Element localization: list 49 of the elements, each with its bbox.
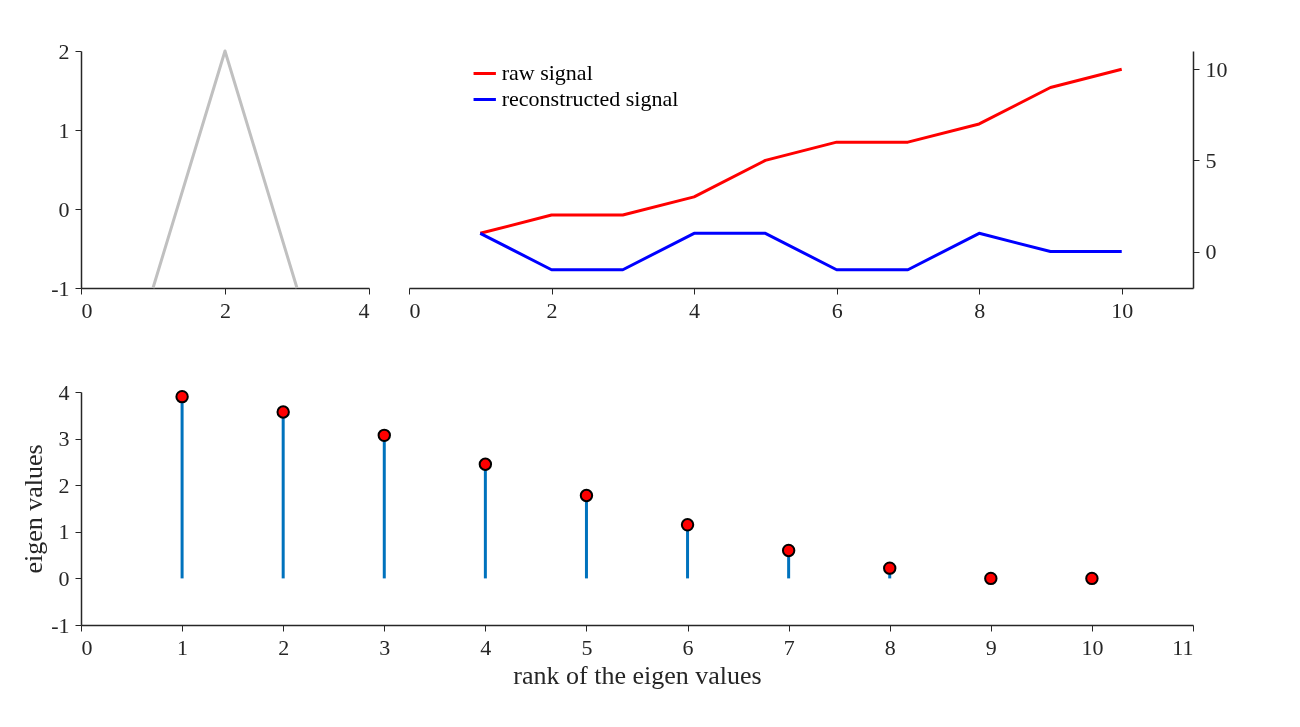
y-tick-label: 2 [58, 472, 70, 498]
x-tick-label: 5 [581, 634, 593, 660]
y-tick-label: 2 [58, 38, 70, 64]
x-tick-label: 4 [689, 297, 701, 323]
line-series [478, 67, 1124, 235]
point [781, 543, 796, 558]
legend-label: raw signal [501, 60, 593, 86]
x-tick-label: 0 [81, 297, 93, 323]
x-tick-label: 6 [682, 634, 694, 660]
x-tick-label: 8 [974, 297, 986, 323]
x-tick-label: 6 [831, 297, 843, 323]
y-tick-label: 5 [1205, 147, 1217, 173]
point [276, 405, 290, 419]
y-tick-label: 3 [58, 426, 70, 452]
point [1085, 571, 1099, 586]
y-tick-label: 0 [58, 565, 70, 591]
x-tick-label: 9 [985, 634, 997, 660]
x-tick-label: 11 [1172, 634, 1194, 660]
y-tick-label: -1 [51, 612, 70, 638]
x-tick-label: 7 [783, 634, 795, 660]
y-tick-label: 0 [1205, 239, 1217, 265]
x-tick-label: 2 [278, 634, 290, 660]
x-tick-label: 10 [1081, 634, 1104, 660]
point [175, 389, 189, 404]
y-tick-label: 10 [1205, 56, 1228, 82]
point [579, 488, 594, 503]
x-tick-label: 1 [177, 634, 189, 660]
point [377, 428, 391, 443]
y-tick-label: -1 [51, 275, 70, 301]
x-axis-title: rank of the eigen values [513, 660, 762, 690]
x-tick-label: 3 [379, 634, 391, 660]
point [680, 518, 695, 532]
x-tick-label: 10 [1111, 297, 1134, 323]
x-tick-label: 0 [81, 634, 93, 660]
y-axis-title: eigen values [19, 444, 49, 574]
x-tick-label: 0 [409, 297, 421, 323]
x-tick-label: 2 [546, 297, 558, 323]
y-tick-label: 4 [58, 379, 70, 405]
point [984, 571, 998, 586]
y-tick-label: 0 [58, 196, 70, 222]
legend-label: reconstructed signal [501, 86, 679, 112]
y-tick-label: 1 [58, 519, 70, 545]
x-tick-label: 4 [480, 634, 492, 660]
point [478, 457, 493, 471]
y-tick-label: 1 [58, 117, 70, 143]
x-tick-label: 8 [884, 634, 896, 660]
x-tick-label: 4 [358, 297, 370, 323]
x-tick-label: 2 [220, 297, 231, 323]
point [883, 561, 897, 575]
